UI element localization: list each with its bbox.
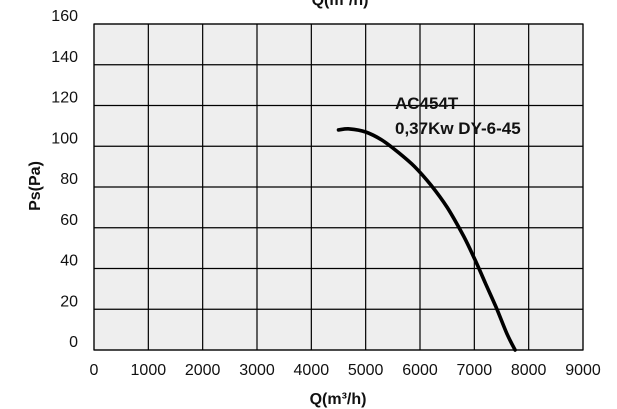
x-tick-label: 6000 [402,362,438,379]
y-tick-label: 120 [51,90,78,107]
top-axis-label-clipped: Q(m³/h) [312,0,369,9]
x-tick-label: 2000 [185,362,221,379]
x-tick-label: 1000 [131,362,167,379]
series-line-ac454t [336,127,517,352]
y-tick-label: 60 [60,212,78,229]
x-axis-title: Q(m³/h) [310,391,367,408]
x-tick-label: 9000 [565,362,601,379]
x-tick-label: 7000 [457,362,493,379]
x-tick-label: 5000 [348,362,384,379]
y-tick-label: 20 [60,293,78,310]
y-axis-ticks: 0 20 40 60 80 100 120 140 160 [51,8,78,351]
y-axis-title: Ps(Pa) [27,161,44,211]
annotation-model: AC454T [395,94,459,113]
y-tick-label: 100 [51,130,78,147]
x-tick-label: 0 [90,362,99,379]
x-tick-label: 3000 [239,362,275,379]
y-tick-label: 140 [51,49,78,66]
y-tick-label: 80 [60,171,78,188]
x-tick-label: 8000 [511,362,547,379]
y-tick-label: 40 [60,253,78,270]
annotation-spec: 0,37Kw DY-6-45 [395,119,521,138]
x-tick-label: 4000 [294,362,330,379]
x-axis-ticks: 0 1000 2000 3000 4000 5000 6000 7000 8000 9000 [90,362,601,379]
grid [93,23,584,351]
y-tick-label: 160 [51,8,78,25]
y-tick-label: 0 [69,334,78,351]
